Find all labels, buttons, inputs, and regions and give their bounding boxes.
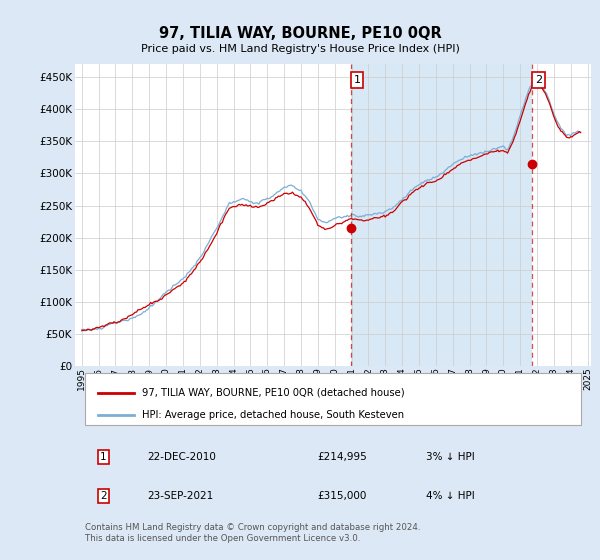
Bar <box>351 64 532 366</box>
Text: 97, TILIA WAY, BOURNE, PE10 0QR: 97, TILIA WAY, BOURNE, PE10 0QR <box>158 26 442 41</box>
Text: Contains HM Land Registry data © Crown copyright and database right 2024.
This d: Contains HM Land Registry data © Crown c… <box>85 524 421 543</box>
Text: £315,000: £315,000 <box>317 491 367 501</box>
Text: 2: 2 <box>535 75 542 85</box>
Text: 1: 1 <box>353 75 361 85</box>
FancyBboxPatch shape <box>85 374 581 426</box>
Text: 97, TILIA WAY, BOURNE, PE10 0QR (detached house): 97, TILIA WAY, BOURNE, PE10 0QR (detache… <box>142 388 405 398</box>
Text: HPI: Average price, detached house, South Kesteven: HPI: Average price, detached house, Sout… <box>142 410 404 420</box>
Text: 23-SEP-2021: 23-SEP-2021 <box>147 491 214 501</box>
Text: 2: 2 <box>100 491 107 501</box>
Text: 22-DEC-2010: 22-DEC-2010 <box>147 452 216 462</box>
Text: 4% ↓ HPI: 4% ↓ HPI <box>426 491 475 501</box>
Text: 1: 1 <box>100 452 107 462</box>
Text: £214,995: £214,995 <box>317 452 367 462</box>
Text: Price paid vs. HM Land Registry's House Price Index (HPI): Price paid vs. HM Land Registry's House … <box>140 44 460 54</box>
Text: 3% ↓ HPI: 3% ↓ HPI <box>426 452 475 462</box>
